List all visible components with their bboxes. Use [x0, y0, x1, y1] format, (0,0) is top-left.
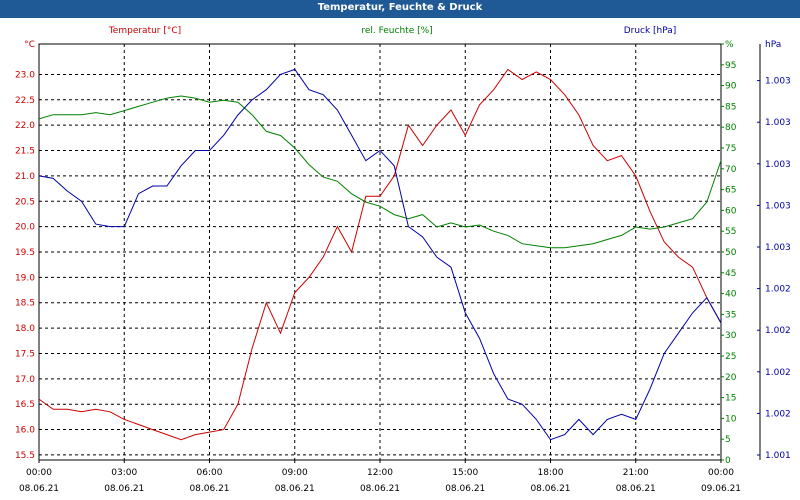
pressure-tick-label: 1.002 — [765, 368, 791, 378]
x-tick-time-label: 00:00 — [708, 468, 734, 478]
humidity-tick-label: 25 — [725, 352, 736, 362]
temperature-tick-label: 18.5 — [15, 299, 35, 309]
humidity-tick-label: 45 — [725, 269, 736, 279]
pressure-tick-label: 1.003 — [765, 160, 791, 170]
humidity-tick-label: 20 — [725, 373, 737, 383]
x-tick-date-label: 08.06.21 — [189, 484, 229, 494]
humidity-tick-label: 65 — [725, 186, 736, 196]
x-tick-date-label: 08.06.21 — [616, 484, 656, 494]
temperature-tick-label: 18.0 — [15, 324, 35, 334]
temperature-tick-label: 21.0 — [15, 172, 35, 182]
legend-pressure: Druck [hPa] — [624, 26, 677, 36]
pressure-tick-label: 1.003 — [765, 118, 791, 128]
legend-temperature: Temperatur [°C] — [108, 26, 181, 36]
temperature-tick-label: 20.0 — [15, 223, 35, 233]
temperature-tick-label: 22.0 — [15, 121, 35, 131]
temperature-tick-label: 23.0 — [15, 70, 35, 80]
x-tick-time-label: 06:00 — [197, 468, 223, 478]
x-tick-date-label: 09.06.21 — [701, 484, 741, 494]
humidity-tick-label: 80 — [725, 123, 737, 133]
pressure-tick-label: 1.001 — [765, 451, 791, 461]
humidity-tick-label: 30 — [725, 331, 737, 341]
series-line-humidity — [38, 95, 722, 249]
temperature-tick-label: 16.5 — [15, 400, 35, 410]
x-tick-date-label: 08.06.21 — [19, 484, 59, 494]
humidity-tick-label: 60 — [725, 206, 737, 216]
pressure-tick-label: 1.002 — [765, 285, 791, 295]
series-line-temperature — [38, 68, 722, 441]
humidity-tick-label: 85 — [725, 102, 736, 112]
temperature-tick-label: 15.5 — [15, 451, 35, 461]
window-title: Temperatur, Feuchte & Druck — [317, 2, 483, 13]
temperature-tick-label: 22.5 — [15, 96, 35, 106]
x-tick-time-label: 18:00 — [538, 468, 564, 478]
humidity-tick-label: 75 — [725, 144, 736, 154]
chart: 15.5 16.0 16.5 17.0 17.5 18.0 18.5 19.0 19.5 20.0… — [15, 26, 791, 494]
x-tick-time-label: 00:00 — [26, 468, 52, 478]
series-line-pressure — [38, 68, 722, 441]
title-bar: Temperatur, Feuchte & Druck — [0, 0, 800, 18]
x-tick-date-label: 08.06.21 — [104, 484, 144, 494]
temperature-unit-label: °C — [24, 40, 35, 50]
x-tick-time-label: 09:00 — [282, 468, 308, 478]
humidity-tick-label: 50 — [725, 248, 737, 258]
temperature-tick-label: 20.5 — [15, 197, 35, 207]
x-tick-date-label: 08.06.21 — [275, 484, 315, 494]
temperature-tick-label: 17.5 — [15, 349, 35, 359]
humidity-tick-label: 90 — [725, 82, 737, 92]
pressure-tick-label: 1.003 — [765, 77, 791, 87]
humidity-tick-label: 35 — [725, 310, 736, 320]
humidity-tick-label: 70 — [725, 165, 737, 175]
temperature-tick-label: 21.5 — [15, 147, 35, 157]
temperature-tick-label: 17.0 — [15, 375, 35, 385]
humidity-tick-label: 10 — [725, 414, 737, 424]
temperature-tick-label: 19.0 — [15, 273, 35, 283]
humidity-tick-label: 15 — [725, 394, 736, 404]
pressure-tick-label: 1.003 — [765, 243, 791, 253]
humidity-tick-label: 5 — [725, 435, 731, 445]
x-tick-time-label: 12:00 — [367, 468, 393, 478]
x-tick-date-label: 08.06.21 — [530, 484, 570, 494]
humidity-tick-label: 0 — [725, 456, 731, 466]
pressure-tick-label: 1.002 — [765, 409, 791, 419]
pressure-tick-label: 1.003 — [765, 201, 791, 211]
legend-humidity: rel. Feuchte [%] — [361, 26, 432, 36]
x-tick-time-label: 15:00 — [452, 468, 478, 478]
x-tick-date-label: 08.06.21 — [360, 484, 400, 494]
plot-area — [38, 43, 722, 461]
humidity-tick-label: 55 — [725, 227, 736, 237]
x-tick-time-label: 21:00 — [623, 468, 649, 478]
humidity-tick-label: 40 — [725, 290, 737, 300]
temperature-tick-label: 19.5 — [15, 248, 35, 258]
humidity-tick-label: 95 — [725, 61, 736, 71]
x-tick-time-label: 03:00 — [111, 468, 137, 478]
x-tick-date-label: 08.06.21 — [445, 484, 485, 494]
temperature-tick-label: 16.0 — [15, 426, 35, 436]
pressure-unit-label: hPa — [765, 40, 781, 50]
humidity-tick-label: % — [725, 40, 734, 50]
pressure-tick-label: 1.002 — [765, 326, 791, 336]
